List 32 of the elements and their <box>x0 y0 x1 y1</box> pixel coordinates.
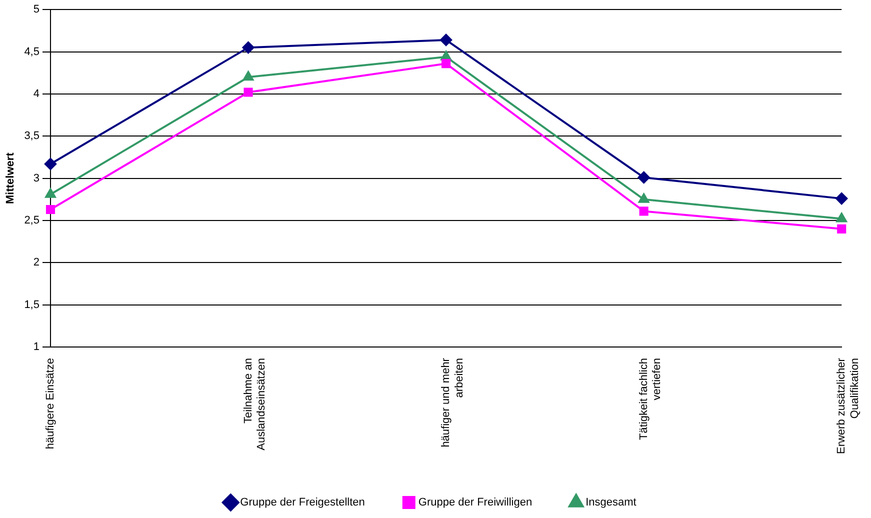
point <box>638 171 650 184</box>
x-tick-label: Tätigkeit fachlich vertiefen <box>638 358 664 440</box>
point <box>242 42 254 54</box>
point <box>639 206 648 216</box>
x-tick-label: Teilnahme an Auslandseinsätzen <box>242 358 268 450</box>
y-tick-label: 4,5 <box>24 46 40 58</box>
point <box>46 204 56 214</box>
legend-label: Gruppe der Freigestellten <box>240 496 365 509</box>
point <box>836 212 847 222</box>
x-tick-label: Erwerb zusätzlicher Qualifikation <box>836 358 861 454</box>
y-axis-title: Mittelwert <box>4 152 17 204</box>
point <box>44 158 56 170</box>
x-tick-label: häufigere Einsätze <box>44 358 57 450</box>
y-tick-label: 1,5 <box>24 298 40 311</box>
y-tick-label: 3 <box>33 172 40 184</box>
x-tick-label: häufiger und mehr arbeiten <box>440 358 466 448</box>
y-tick-label: 2 <box>33 256 40 269</box>
y-tick-label: 1 <box>33 341 40 354</box>
y-tick-label: 5 <box>33 4 40 16</box>
point <box>440 34 452 46</box>
point <box>244 88 253 97</box>
y-tick-label: 4 <box>33 88 40 100</box>
legend-label: Gruppe der Freiwilligen <box>418 496 532 509</box>
y-tick-label: 2,5 <box>24 214 40 227</box>
legend-label: Insgesamt <box>586 496 636 509</box>
point <box>836 192 848 205</box>
point <box>638 193 650 203</box>
y-tick-label: 3,5 <box>24 130 40 142</box>
point <box>837 224 846 234</box>
point <box>242 71 254 81</box>
point <box>45 188 56 198</box>
point <box>442 59 451 68</box>
